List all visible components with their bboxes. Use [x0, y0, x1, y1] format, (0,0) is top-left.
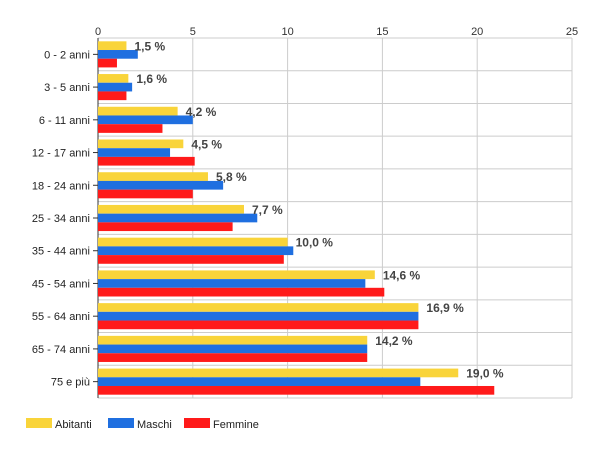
- bar-maschi-5: [98, 213, 258, 223]
- bar-abitanti-4: [98, 172, 208, 181]
- bar-maschi-6: [98, 246, 294, 256]
- bar-maschi-7: [98, 279, 366, 288]
- x-tick-label: 15: [376, 26, 388, 38]
- data-label: 1,5 %: [134, 39, 165, 53]
- x-tick-label: 5: [190, 26, 196, 38]
- data-label: 4,5 %: [191, 137, 222, 151]
- bar-maschi-4: [98, 180, 224, 190]
- category-label: 6 - 11 anni: [39, 115, 90, 127]
- category-labels: 0 - 2 anni 3 - 5 anni 6 - 11 anni 12 - 17 a…: [32, 49, 98, 389]
- bar-abitanti-6: [98, 237, 288, 247]
- category-label: 12 - 17 anni: [32, 148, 90, 160]
- bar-femmine-3: [98, 156, 195, 166]
- bar-maschi-0: [98, 50, 138, 59]
- category-label: 55 - 64 anni: [32, 311, 90, 323]
- legend-label: Femmine: [213, 419, 259, 431]
- data-label: 1,6 %: [136, 72, 167, 86]
- bar-maschi-10: [98, 377, 421, 386]
- legend-label: Abitanti: [55, 419, 92, 431]
- bar-abitanti-0: [98, 41, 127, 51]
- data-label: 14,2 %: [375, 334, 413, 348]
- bar-maschi-2: [98, 115, 193, 125]
- category-label: 35 - 44 anni: [32, 246, 90, 258]
- data-label: 5,8 %: [216, 170, 247, 184]
- grid-lines: [97, 37, 573, 399]
- data-label: 14,6 %: [383, 268, 421, 282]
- data-label: 4,2 %: [186, 105, 217, 119]
- bar-abitanti-3: [98, 139, 184, 149]
- bar-maschi-8: [98, 311, 419, 321]
- legend-item-femmine: Femmine: [184, 418, 259, 431]
- category-label: 25 - 34 anni: [32, 213, 90, 225]
- bar-femmine-2: [98, 124, 163, 133]
- legend: Abitanti Maschi Femmine: [26, 418, 259, 431]
- category-label: 45 - 54 anni: [32, 278, 90, 290]
- bar-femmine-9: [98, 353, 368, 362]
- data-labels: 1,5 % 1,6 % 4,2 % 4,5 % 5,8 % 7,7 % 10,0 % 14,6…: [134, 39, 503, 380]
- category-label: 3 - 5 anni: [44, 82, 90, 94]
- bar-abitanti-5: [98, 204, 244, 214]
- bar-femmine-0: [98, 58, 117, 68]
- bar-abitanti-1: [98, 74, 129, 83]
- data-label: 16,9 %: [426, 301, 464, 315]
- bar-femmine-7: [98, 287, 385, 297]
- bar-femmine-8: [98, 320, 419, 330]
- bar-femmine-10: [98, 385, 495, 395]
- data-label: 7,7 %: [252, 203, 283, 217]
- bar-femmine-5: [98, 222, 233, 232]
- data-label: 19,0 %: [466, 367, 504, 381]
- x-tick-label: 10: [281, 26, 293, 38]
- category-label: 0 - 2 anni: [44, 49, 90, 61]
- x-tick-label: 0: [95, 26, 101, 38]
- legend-swatch: [184, 418, 210, 428]
- bar-femmine-6: [98, 255, 284, 264]
- data-label: 10,0 %: [296, 236, 334, 250]
- legend-label: Maschi: [137, 419, 172, 431]
- category-label: 65 - 74 anni: [32, 344, 90, 356]
- legend-swatch: [108, 418, 134, 428]
- legend-swatch: [26, 418, 52, 428]
- bar-abitanti-8: [98, 303, 419, 312]
- x-tick-label: 25: [566, 26, 578, 38]
- x-axis-ticks: 0 5 10 15 20 25: [95, 26, 578, 38]
- bar-maschi-1: [98, 82, 133, 92]
- x-tick-label: 20: [471, 26, 483, 38]
- bar-abitanti-10: [98, 368, 459, 378]
- bar-femmine-1: [98, 91, 127, 101]
- bar-maschi-9: [98, 344, 368, 354]
- bar-femmine-4: [98, 189, 193, 199]
- bars: [98, 41, 495, 395]
- bar-maschi-3: [98, 148, 171, 157]
- category-label: 75 e più: [51, 377, 90, 389]
- category-label: 18 - 24 anni: [32, 180, 90, 192]
- bar-abitanti-2: [98, 106, 178, 116]
- legend-item-maschi: Maschi: [108, 418, 172, 431]
- legend-item-abitanti: Abitanti: [26, 418, 92, 431]
- bar-abitanti-7: [98, 270, 375, 280]
- bar-abitanti-9: [98, 335, 368, 345]
